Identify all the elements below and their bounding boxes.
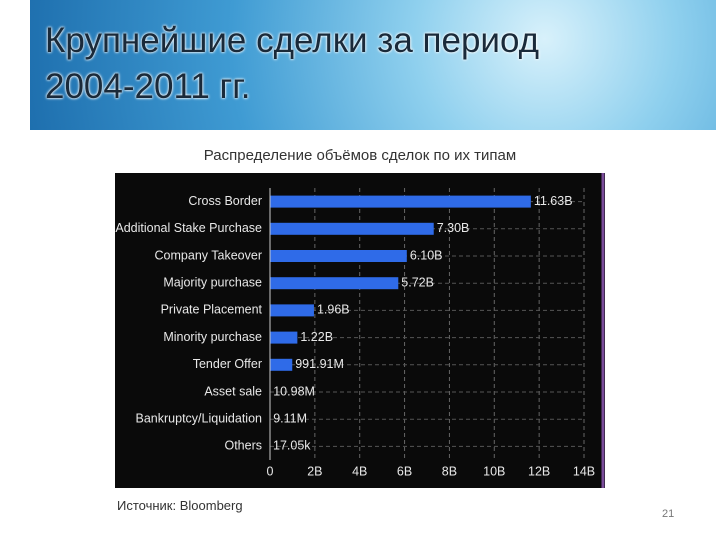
value-label: 991.91M	[295, 357, 344, 371]
page-number: 21	[662, 508, 675, 520]
x-tick-label: 10B	[483, 464, 505, 478]
y-tick-label: Additional Stake Purchase	[115, 221, 262, 235]
y-tick-label: Minority purchase	[163, 330, 262, 344]
y-tick-label: Bankruptcy/Liquidation	[136, 411, 263, 425]
value-label: 9.11M	[273, 411, 307, 425]
bar	[270, 250, 407, 262]
x-tick-label: 8B	[442, 464, 457, 478]
y-tick-label: Asset sale	[204, 384, 262, 398]
x-tick-label: 12B	[528, 464, 550, 478]
bar	[270, 358, 293, 371]
slide-title: Крупнейшие сделки за период 2004-2011 гг…	[45, 21, 540, 106]
y-tick-label: Others	[224, 439, 262, 453]
x-tick-label: 14B	[573, 464, 595, 478]
bar	[270, 195, 531, 208]
value-label: 11.63B	[534, 194, 573, 208]
value-label: 6.10B	[410, 248, 443, 262]
bar	[270, 277, 399, 290]
chart-title: Распределение объёмов сделок по их типам	[203, 147, 517, 164]
y-tick-label: Tender Offer	[193, 357, 262, 371]
value-label: 17.05k	[273, 439, 311, 453]
bar	[270, 331, 298, 344]
bar	[270, 304, 314, 317]
x-tick-label: 6B	[397, 464, 412, 478]
x-tick-label: 2B	[307, 464, 322, 478]
y-tick-label: Private Placement	[161, 303, 263, 317]
y-tick-label: Cross Border	[188, 194, 262, 208]
value-label: 10.98M	[273, 384, 315, 398]
x-tick-label: 4B	[352, 464, 367, 478]
y-tick-label: Majority purchase	[163, 275, 262, 289]
value-label: 1.96B	[317, 303, 350, 317]
value-label: 1.22B	[300, 330, 333, 344]
y-tick-label: Company Takeover	[155, 248, 262, 262]
header-banner	[30, 0, 716, 130]
source-note: Источник: Bloomberg	[117, 498, 243, 513]
bar	[270, 222, 434, 235]
value-label: 5.72B	[401, 275, 434, 289]
value-label: 7.30B	[437, 221, 470, 235]
x-tick-label: 0	[267, 464, 274, 478]
